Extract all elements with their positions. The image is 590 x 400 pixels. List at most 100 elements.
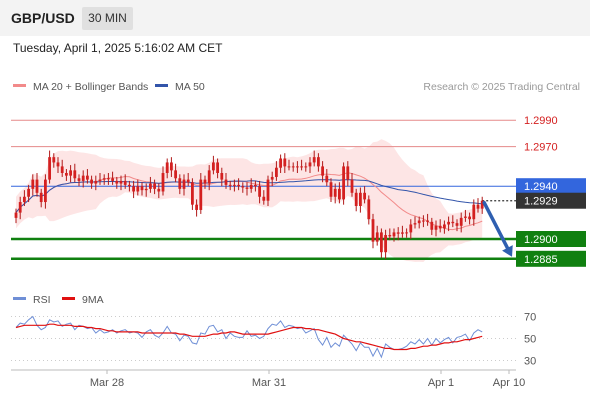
candle-body: [329, 182, 333, 197]
candle-body: [459, 217, 463, 226]
support-label: 1.2900: [524, 234, 558, 246]
x-tick-label: Mar 31: [252, 377, 286, 389]
candle-body: [333, 188, 337, 197]
candle: [35, 173, 39, 197]
candle: [119, 175, 123, 191]
candle: [312, 150, 316, 167]
moving-average-layer: [15, 172, 483, 231]
candle: [128, 180, 131, 192]
candle-body: [203, 179, 207, 184]
credit-label: Research © 2025 Trading Central: [423, 81, 580, 93]
candle-body: [111, 178, 114, 181]
candle: [275, 161, 278, 181]
ma50-legend-swatch: [155, 84, 168, 87]
datetime-label: Tuesday, April 1, 2025 5:16:02 AM CET: [13, 41, 223, 55]
candle: [220, 167, 224, 187]
candle: [296, 161, 299, 173]
candle: [233, 179, 236, 192]
candle: [434, 220, 438, 237]
candle: [186, 173, 190, 187]
candle-body: [39, 192, 43, 203]
candle-body: [409, 224, 413, 233]
ma50-line: [15, 179, 483, 213]
candle: [396, 227, 400, 241]
forecast-arrow: [482, 200, 513, 257]
candle-body: [44, 179, 47, 203]
candle-body: [443, 224, 446, 229]
rsi-ma-legend-swatch: [62, 297, 75, 300]
candle: [69, 165, 72, 183]
candle: [140, 182, 144, 196]
candle: [304, 162, 308, 172]
rsi-tick-label: 30: [524, 356, 536, 368]
candle-body: [56, 162, 60, 167]
candle-body: [451, 221, 455, 224]
candle-body: [98, 179, 102, 181]
pivot-tag: [516, 178, 586, 195]
candle: [270, 171, 274, 187]
rsi-tick-label: 70: [524, 312, 536, 324]
candle-body: [174, 170, 177, 179]
candle-body: [165, 162, 169, 173]
candle-body: [90, 179, 93, 184]
candle: [480, 196, 484, 214]
rsi-line: [15, 315, 483, 359]
candle-body: [220, 173, 224, 180]
candle: [329, 178, 333, 203]
candle-body: [207, 170, 211, 184]
x-axis: Mar 28 Mar 31 Apr 1 Apr 10: [90, 370, 525, 389]
candle: [111, 171, 114, 185]
candle-body: [86, 175, 89, 180]
candle-body: [325, 175, 329, 183]
candle: [14, 208, 18, 224]
candle-body: [279, 158, 282, 168]
candle-body: [224, 179, 228, 185]
ma20-legend-label: MA 20 + Bollinger Bands: [33, 81, 148, 93]
candle-body: [434, 225, 438, 230]
candle: [417, 216, 421, 229]
candle: [447, 216, 450, 232]
candle: [459, 212, 463, 233]
ma20-legend-swatch: [13, 84, 26, 87]
candle-body: [426, 220, 429, 222]
candle: [149, 176, 152, 193]
candle-body: [296, 166, 299, 168]
x-tick-label: Mar 28: [90, 377, 124, 389]
candle-body: [228, 184, 232, 186]
candle-body: [275, 167, 278, 177]
candle: [388, 228, 392, 241]
candle: [27, 184, 30, 203]
candle: [249, 178, 253, 193]
candle-body: [380, 232, 383, 253]
candle-body: [18, 202, 22, 213]
candle-body: [405, 232, 408, 234]
candle: [392, 228, 396, 242]
candle: [203, 175, 207, 189]
candle-body: [476, 204, 480, 209]
candle: [48, 150, 51, 184]
candle: [23, 190, 26, 206]
candle-body: [94, 180, 98, 184]
candle: [90, 175, 93, 189]
candle: [279, 154, 282, 173]
resistance-label: 1.2970: [524, 142, 558, 154]
candle: [199, 173, 203, 214]
current-price-tag: [516, 192, 586, 209]
candle-body: [430, 221, 434, 230]
timeframe-button[interactable]: 30 MIN: [82, 7, 133, 30]
header-bar: GBP/USD 30 MIN: [0, 0, 590, 36]
candle: [258, 180, 261, 204]
candle: [308, 157, 312, 173]
candle: [241, 182, 245, 193]
candle: [401, 225, 404, 238]
candle-body: [359, 192, 362, 206]
candle: [182, 174, 186, 196]
rsi-ma-legend-label: 9MA: [82, 294, 104, 306]
candle-body: [384, 235, 387, 253]
ma50-legend-label: MA 50: [175, 81, 205, 93]
candle-body: [417, 220, 421, 224]
candle: [77, 174, 81, 187]
candle-body: [212, 162, 215, 171]
candle: [346, 161, 350, 187]
candle-body: [23, 196, 26, 203]
